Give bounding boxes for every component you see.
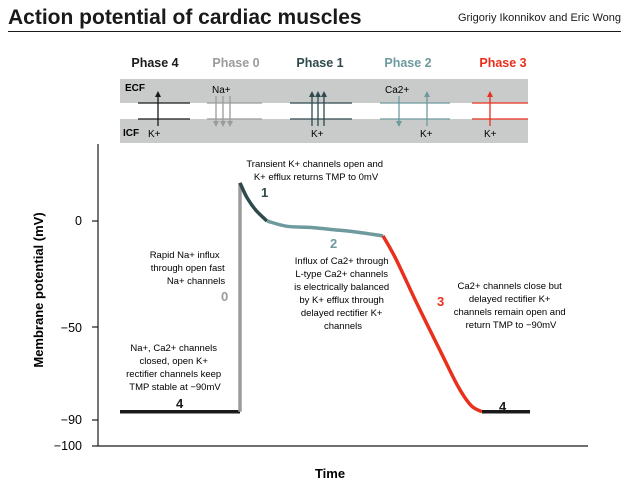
phase-header-1: Phase 1 — [296, 56, 343, 70]
phase-number-2: 2 — [330, 236, 337, 251]
y-axis-title: Membrane potential (mV) — [31, 212, 46, 367]
annotation-phase-2: Influx of Ca2+ through L-type Ca2+ chann… — [294, 256, 392, 332]
y-tick-label-0: 0 — [75, 214, 82, 228]
phase-number-1: 1 — [261, 185, 268, 200]
ion-label-k-phase2: K+ — [420, 129, 433, 140]
phase-number-4-left: 4 — [176, 396, 184, 411]
y-axis-ticks — [92, 220, 98, 447]
ion-label-na: Na+ — [212, 85, 231, 96]
ion-label-ca: Ca2+ — [385, 85, 409, 96]
ion-arrows — [155, 91, 493, 127]
ion-label-k-phase4: K+ — [148, 129, 161, 140]
phase-number-4-right: 4 — [499, 399, 507, 414]
y-tick-label-minus50: −50 — [61, 321, 82, 335]
title-underline — [8, 31, 621, 32]
phase-header-2: Phase 2 — [384, 56, 431, 70]
page-title: Action potential of cardiac muscles — [8, 6, 362, 29]
ecf-label: ECF — [125, 83, 145, 94]
x-axis-title: Time — [315, 466, 345, 481]
curve — [120, 182, 530, 414]
phase-number-0: 0 — [221, 289, 228, 304]
annotation-phase-3: Ca2+ channels close but delayed rectifie… — [454, 281, 569, 331]
curve-phase-3 — [381, 234, 483, 414]
phase-header-3: Phase 3 — [479, 56, 526, 70]
ion-label-k-phase3: K+ — [484, 129, 497, 140]
curve-phase-2 — [266, 219, 384, 238]
phase-header-0: Phase 0 — [212, 56, 259, 70]
phase-number-3: 3 — [437, 294, 444, 309]
annotation-phase-1: Transient K+ channels open and K+ efflux… — [246, 159, 385, 183]
authors-credit: Grigoriy Ikonnikov and Eric Wong — [457, 12, 621, 24]
icf-label: ICF — [123, 128, 139, 139]
annotation-phase-4: Na+, Ca2+ channels closed, open K+ recti… — [126, 343, 224, 393]
phase-header-4: Phase 4 — [131, 56, 178, 70]
curve-phase-1 — [238, 182, 269, 223]
y-tick-label-minus90: −90 — [61, 413, 82, 427]
annotation-phase-0: Rapid Na+ influx through open fast Na+ c… — [150, 250, 228, 287]
ion-label-k-phase1: K+ — [311, 129, 324, 140]
y-tick-label-minus100: −100 — [54, 439, 82, 453]
